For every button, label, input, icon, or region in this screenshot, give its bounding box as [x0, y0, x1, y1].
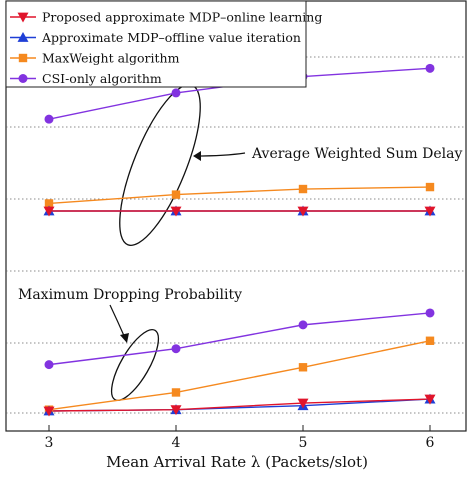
data-point-delay-2	[298, 184, 308, 194]
grid-lines	[6, 56, 466, 414]
x-tick-label: 4	[172, 435, 181, 451]
data-point-delay-3	[171, 88, 181, 98]
data-point-dropping-0	[43, 406, 55, 417]
legend-label: MaxWeight algorithm	[42, 51, 180, 66]
data-point-dropping-0	[170, 405, 182, 416]
data-point-dropping-2	[298, 363, 308, 372]
data-point-dropping-0	[297, 398, 309, 409]
x-axis-label: Mean Arrival Rate λ (Packets/slot)	[106, 453, 368, 471]
legend-marker	[18, 74, 28, 83]
delay-annotation-arrowhead	[193, 151, 201, 161]
data-point-dropping-3	[44, 360, 54, 370]
dropping-ellipse	[110, 329, 160, 401]
data-point-dropping-3	[298, 320, 308, 330]
series-line-dropping-0	[48, 398, 431, 412]
data-point-delay-0	[170, 206, 182, 217]
dropping-annotation-arrow	[109, 304, 126, 339]
data-point-dropping-3	[171, 344, 181, 354]
data-point-delay-3	[425, 63, 435, 73]
annotations: Average Weighted Sum Delay Maximum Dropp…	[18, 84, 462, 401]
legend-label: Approximate MDP–offline value iteration	[41, 30, 301, 45]
x-tick-label: 6	[426, 435, 435, 451]
x-ticks: 3 4 5 6	[45, 425, 435, 451]
data-point-delay-2	[171, 190, 181, 199]
x-tick-label: 5	[299, 435, 308, 451]
legend-marker	[17, 12, 29, 23]
data-point-delay-2	[425, 182, 435, 192]
data-point-delay-0	[297, 206, 309, 217]
delay-annotation-label: Average Weighted Sum Delay	[251, 146, 462, 162]
legend-label: Proposed approximate MDP–online learning	[42, 10, 322, 25]
data-point-delay-0	[43, 206, 55, 217]
series-line-dropping-3	[48, 312, 431, 366]
series-line-dropping-2	[48, 340, 431, 411]
legend: Proposed approximate MDP–online learning…	[5, 0, 322, 88]
markers	[43, 63, 436, 417]
data-point-dropping-3	[425, 308, 435, 318]
delay-ellipse	[119, 84, 201, 246]
legend-marker	[17, 32, 29, 42]
dropping-annotation-label: Maximum Dropping Probability	[18, 287, 242, 303]
legend-label: CSI-only algorithm	[42, 71, 162, 86]
legend-box	[5, 0, 307, 88]
series-line-delay-2	[48, 186, 431, 205]
x-tick-label: 3	[45, 435, 54, 451]
delay-annotation-arrow	[194, 152, 246, 157]
series	[48, 67, 431, 412]
data-point-delay-0	[424, 206, 436, 217]
data-point-delay-3	[44, 114, 54, 124]
data-point-dropping-2	[425, 336, 435, 345]
data-point-dropping-2	[171, 388, 181, 397]
data-point-delay-2	[44, 199, 54, 208]
legend-marker	[18, 53, 28, 63]
dropping-annotation-arrowhead	[120, 333, 129, 343]
data-point-dropping-0	[424, 394, 436, 405]
